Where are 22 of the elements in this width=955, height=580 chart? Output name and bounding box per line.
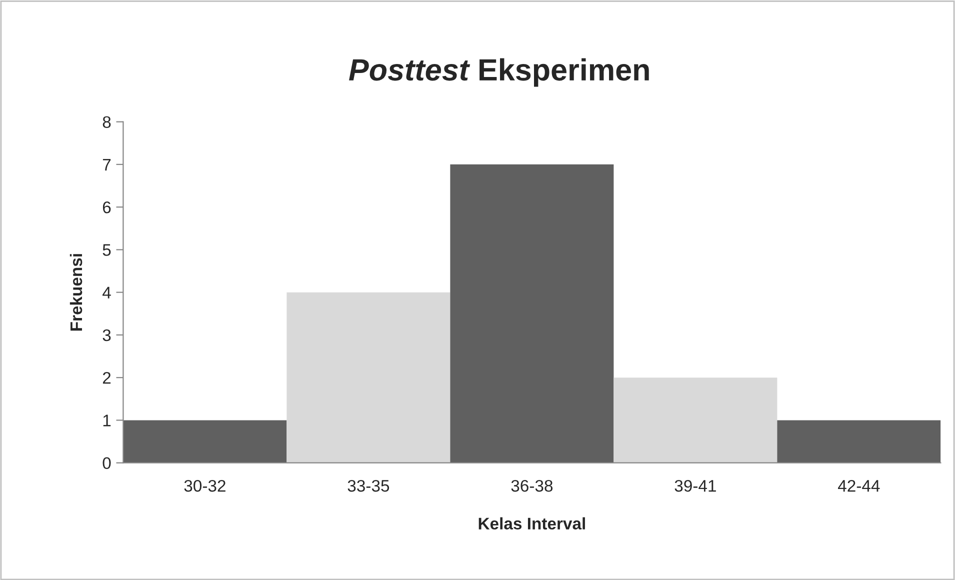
x-tick-label: 33-35 (348, 480, 390, 492)
bar (614, 378, 778, 463)
y-tick-label: 4 (102, 286, 111, 298)
chart-title: Posttest Eksperimen (349, 58, 649, 87)
bar (450, 164, 614, 463)
y-tick-label: 5 (102, 244, 111, 256)
y-tick-label: 0 (102, 457, 111, 470)
y-tick-label: 8 (102, 116, 111, 128)
x-axis-title: Kelas Interval (478, 517, 585, 530)
x-tick-label: 42-44 (838, 480, 880, 492)
y-tick-label: 3 (102, 329, 111, 342)
bar (777, 420, 941, 463)
y-tick-label: 6 (102, 201, 111, 214)
y-axis-title: Frekuensi (70, 254, 82, 331)
y-tick-label: 1 (103, 414, 111, 426)
bar (123, 420, 287, 463)
x-tick-label: 39-41 (674, 480, 716, 492)
x-tick-label: 36-38 (511, 480, 553, 492)
y-tick-label: 2 (102, 372, 111, 384)
bar (286, 292, 450, 463)
y-tick-label: 7 (102, 159, 111, 170)
x-tick-label: 30-32 (184, 480, 226, 492)
